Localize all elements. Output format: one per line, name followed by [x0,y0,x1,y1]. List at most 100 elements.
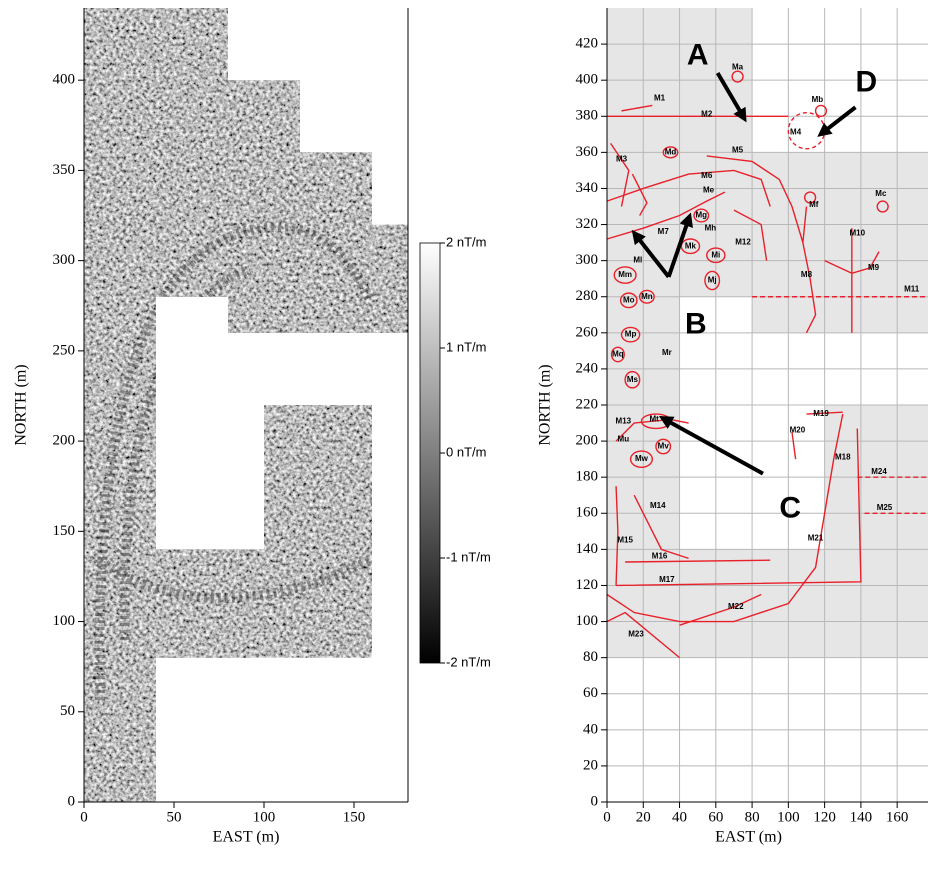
x-tick-label: 0 [603,809,611,825]
feature-label: Mn [641,292,653,301]
x-tick-label: 80 [745,809,760,825]
feature-label: Mi [711,250,720,259]
y-tick-label: 200 [53,433,76,449]
gradiometer-image [84,8,408,802]
y-tick-label: 50 [60,703,75,719]
feature-label: M3 [616,155,628,164]
feature-label: M24 [871,467,887,476]
x-tick-label: 20 [636,809,651,825]
y-tick-label: 300 [53,252,76,268]
feature-label: Mo [623,295,635,304]
y-tick-label: 20 [583,757,598,773]
y-tick-label: 40 [583,721,598,737]
x-axis-label: EAST (m) [715,829,782,846]
y-tick-label: 180 [576,469,599,485]
feature-label: Mg [696,211,708,220]
y-tick-label: 200 [576,433,599,449]
y-tick-label: 120 [576,577,599,593]
x-tick-label: 60 [708,809,723,825]
feature-label: M25 [877,503,893,512]
colorbar-tick-label: 1 nT/m [446,339,486,354]
feature-label: M12 [735,238,751,247]
callout-letter: D [856,66,878,99]
y-tick-label: 300 [576,252,599,268]
feature-label: M18 [835,452,851,461]
y-tick-label: 420 [576,36,599,52]
feature-label: Mm [618,270,632,279]
x-tick-label: 0 [80,809,88,825]
feature-label: Mp [625,330,637,339]
y-tick-label: 380 [576,108,599,124]
feature-label: Mq [612,350,624,359]
feature-label: M19 [813,409,829,418]
y-tick-label: 0 [68,793,76,809]
y-tick-label: 250 [53,342,76,358]
callout-letter: A [687,39,709,72]
x-tick-label: 120 [813,809,836,825]
interpreted-features [607,71,928,657]
feature-label: Mv [658,442,670,451]
y-tick-label: 350 [53,162,76,178]
y-tick-label: 100 [576,613,599,629]
colorbar-tick-label: 2 nT/m [446,234,486,249]
y-tick-label: 400 [576,72,599,88]
feature-label: M23 [628,629,644,638]
y-tick-label: 150 [53,523,76,539]
feature-label: Md [665,147,677,156]
right-axes: 0 20 40 60 80 100 120 140 160 0 20 40 60 80 100 120 140 1… [537,8,928,846]
y-tick-label: 60 [583,685,598,701]
y-tick-label: 260 [576,324,599,340]
feature-label: M17 [659,575,675,584]
feature-label: Mt [649,415,659,424]
feature-label: M11 [904,285,920,294]
feature-label: M16 [652,552,668,561]
y-tick-label: 0 [591,793,599,809]
y-tick-label: 280 [576,288,599,304]
y-tick-label: 320 [576,216,599,232]
y-tick-label: 240 [576,360,599,376]
feature-label: Mr [662,348,672,357]
feature-label: M10 [849,229,865,238]
feature-label: Mu [618,434,630,443]
colorbar-tick-label: -2 nT/m [446,654,491,669]
y-tick-label: 160 [576,505,599,521]
callout-arrows [628,73,855,474]
feature-label: Mw [635,454,649,463]
feature-label: M8 [801,270,813,279]
feature-label: Mk [685,241,697,250]
feature-label: Mf [809,200,819,209]
y-tick-label: 340 [576,180,599,196]
feature-label: M6 [701,171,713,180]
feature-label: M21 [808,534,824,543]
feature-label: M20 [790,425,806,434]
x-tick-label: 140 [850,809,873,825]
feature-label: M15 [617,535,633,544]
feature-label: Ml [633,256,642,265]
feature-label: M22 [728,602,744,611]
y-tick-label: 360 [576,144,599,160]
feature-label: Mh [705,223,717,232]
feature-label: M5 [732,146,744,155]
x-tick-label: 50 [167,809,182,825]
feature-label: Mc [875,189,887,198]
feature-label: Me [703,185,715,194]
colorbar-tick-label: 0 nT/m [446,444,486,459]
callout-letter: C [779,492,801,525]
y-tick-label: 400 [53,72,76,88]
x-tick-label: 100 [253,809,276,825]
feature-label: Mb [812,95,824,104]
feature-label: Ms [627,375,639,384]
feature-label: M1 [654,93,666,102]
feature-label: M7 [658,227,670,236]
y-tick-label: 80 [583,649,598,665]
feature-label: M14 [650,501,666,510]
x-tick-label: 150 [343,809,366,825]
feature-label: Ma [732,63,744,72]
x-axis-label: EAST (m) [213,829,280,846]
callout-letter: B [685,308,707,341]
x-tick-label: 40 [672,809,687,825]
x-tick-label: 100 [777,809,800,825]
y-axis-label: NORTH (m) [13,364,30,445]
y-tick-label: 140 [576,541,599,557]
